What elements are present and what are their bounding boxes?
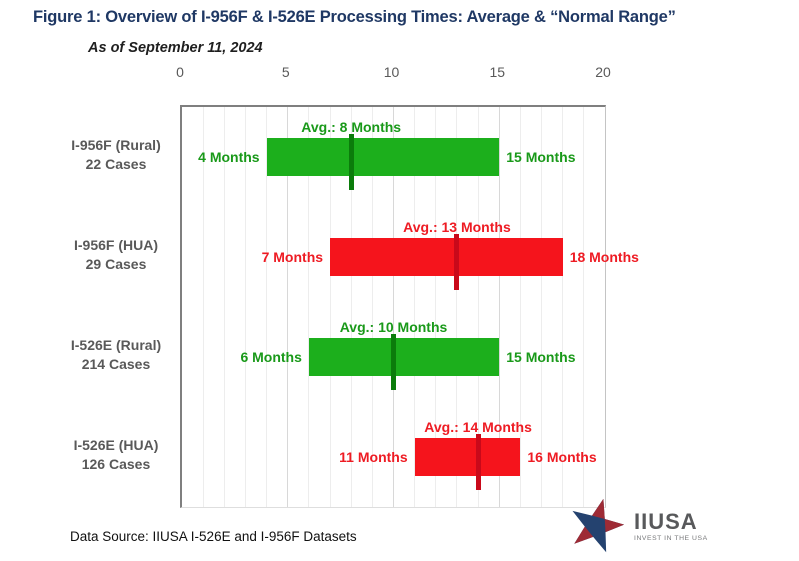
gridline	[350, 107, 352, 507]
row-label: I-526E (Rural) 214 Cases	[36, 336, 196, 374]
gridline	[371, 107, 373, 507]
logo-tagline: INVEST IN THE USA	[634, 535, 708, 542]
gridline	[329, 107, 331, 507]
gridline	[287, 107, 289, 507]
x-tick-label: 15	[489, 64, 506, 80]
figure-title: Figure 1: Overview of I-956F & I-526E Pr…	[33, 8, 676, 26]
row-label-name: I-526E (Rural)	[70, 337, 162, 353]
data-source-note: Data Source: IIUSA I-526E and I-956F Dat…	[70, 529, 357, 544]
gridline	[456, 107, 458, 507]
avg-label: Avg.: 8 Months	[301, 119, 402, 135]
gridline	[519, 107, 521, 507]
avg-label: Avg.: 10 Months	[339, 319, 448, 335]
range-min-label: 7 Months	[261, 249, 324, 265]
iiusa-logo: IIUSA INVEST IN THE USA	[568, 498, 768, 558]
avg-tick	[348, 134, 354, 190]
logo-name: IIUSA	[634, 509, 698, 534]
range-max-label: 15 Months	[506, 349, 576, 365]
range-min-label: 6 Months	[240, 349, 302, 365]
gridline	[223, 107, 225, 507]
avg-label: Avg.: 14 Months	[424, 419, 532, 435]
range-max-label: 15 Months	[506, 149, 576, 165]
range-bar	[266, 138, 500, 176]
gridline	[308, 107, 310, 507]
avg-tick	[391, 334, 396, 390]
gridline	[266, 107, 268, 507]
row-label-name: I-956F (HUA)	[73, 237, 158, 253]
range-max-label: 18 Months	[569, 249, 639, 265]
gridline	[498, 107, 500, 507]
row-label: I-526E (HUA) 126 Cases	[36, 436, 196, 474]
gridline	[477, 107, 479, 507]
row-label-cases: 22 Cases	[85, 156, 147, 172]
x-tick-label: 20	[595, 64, 611, 80]
range-min-label: 11 Months	[339, 449, 408, 465]
gridline	[562, 107, 564, 507]
gridline	[435, 107, 437, 507]
gridline	[414, 107, 416, 507]
row-label-cases: 29 Cases	[85, 256, 147, 272]
x-tick-label: 5	[281, 64, 290, 80]
avg-tick	[475, 434, 481, 490]
range-min-label: 4 Months	[198, 149, 260, 165]
gridline	[583, 107, 585, 507]
row-label-cases: 214 Cases	[81, 356, 151, 372]
range-bar	[330, 238, 563, 276]
gridline	[393, 107, 394, 507]
row-label: I-956F (HUA) 29 Cases	[36, 236, 196, 274]
avg-tick	[454, 234, 460, 290]
as-of-date: As of September 11, 2024	[88, 40, 263, 56]
x-tick-label: 0	[176, 64, 184, 80]
row-labels: I-956F (Rural) 22 Cases I-956F (HUA) 29 Cas…	[36, 105, 196, 505]
x-tick-label: 10	[383, 64, 400, 80]
gridline	[244, 107, 246, 507]
row-label-name: I-526E (HUA)	[73, 437, 159, 453]
x-axis: 0 5 10 15 20	[176, 64, 611, 86]
logo-text-block: IIUSA INVEST IN THE USA	[634, 509, 708, 543]
gridline	[541, 107, 543, 507]
row-label-cases: 126 Cases	[81, 456, 151, 472]
range-max-label: 16 Months	[527, 449, 597, 465]
avg-label: Avg.: 13 Months	[403, 219, 511, 235]
row-label-name: I-956F (Rural)	[71, 137, 161, 153]
star-icon	[572, 498, 625, 553]
range-bar	[414, 438, 521, 476]
gridline	[202, 107, 204, 507]
row-label: I-956F (Rural) 22 Cases	[36, 136, 196, 174]
plot-area: Avg.: 8 Months 4 Months 15 Months Avg.: 13 …	[180, 105, 639, 508]
range-bar	[308, 338, 500, 376]
